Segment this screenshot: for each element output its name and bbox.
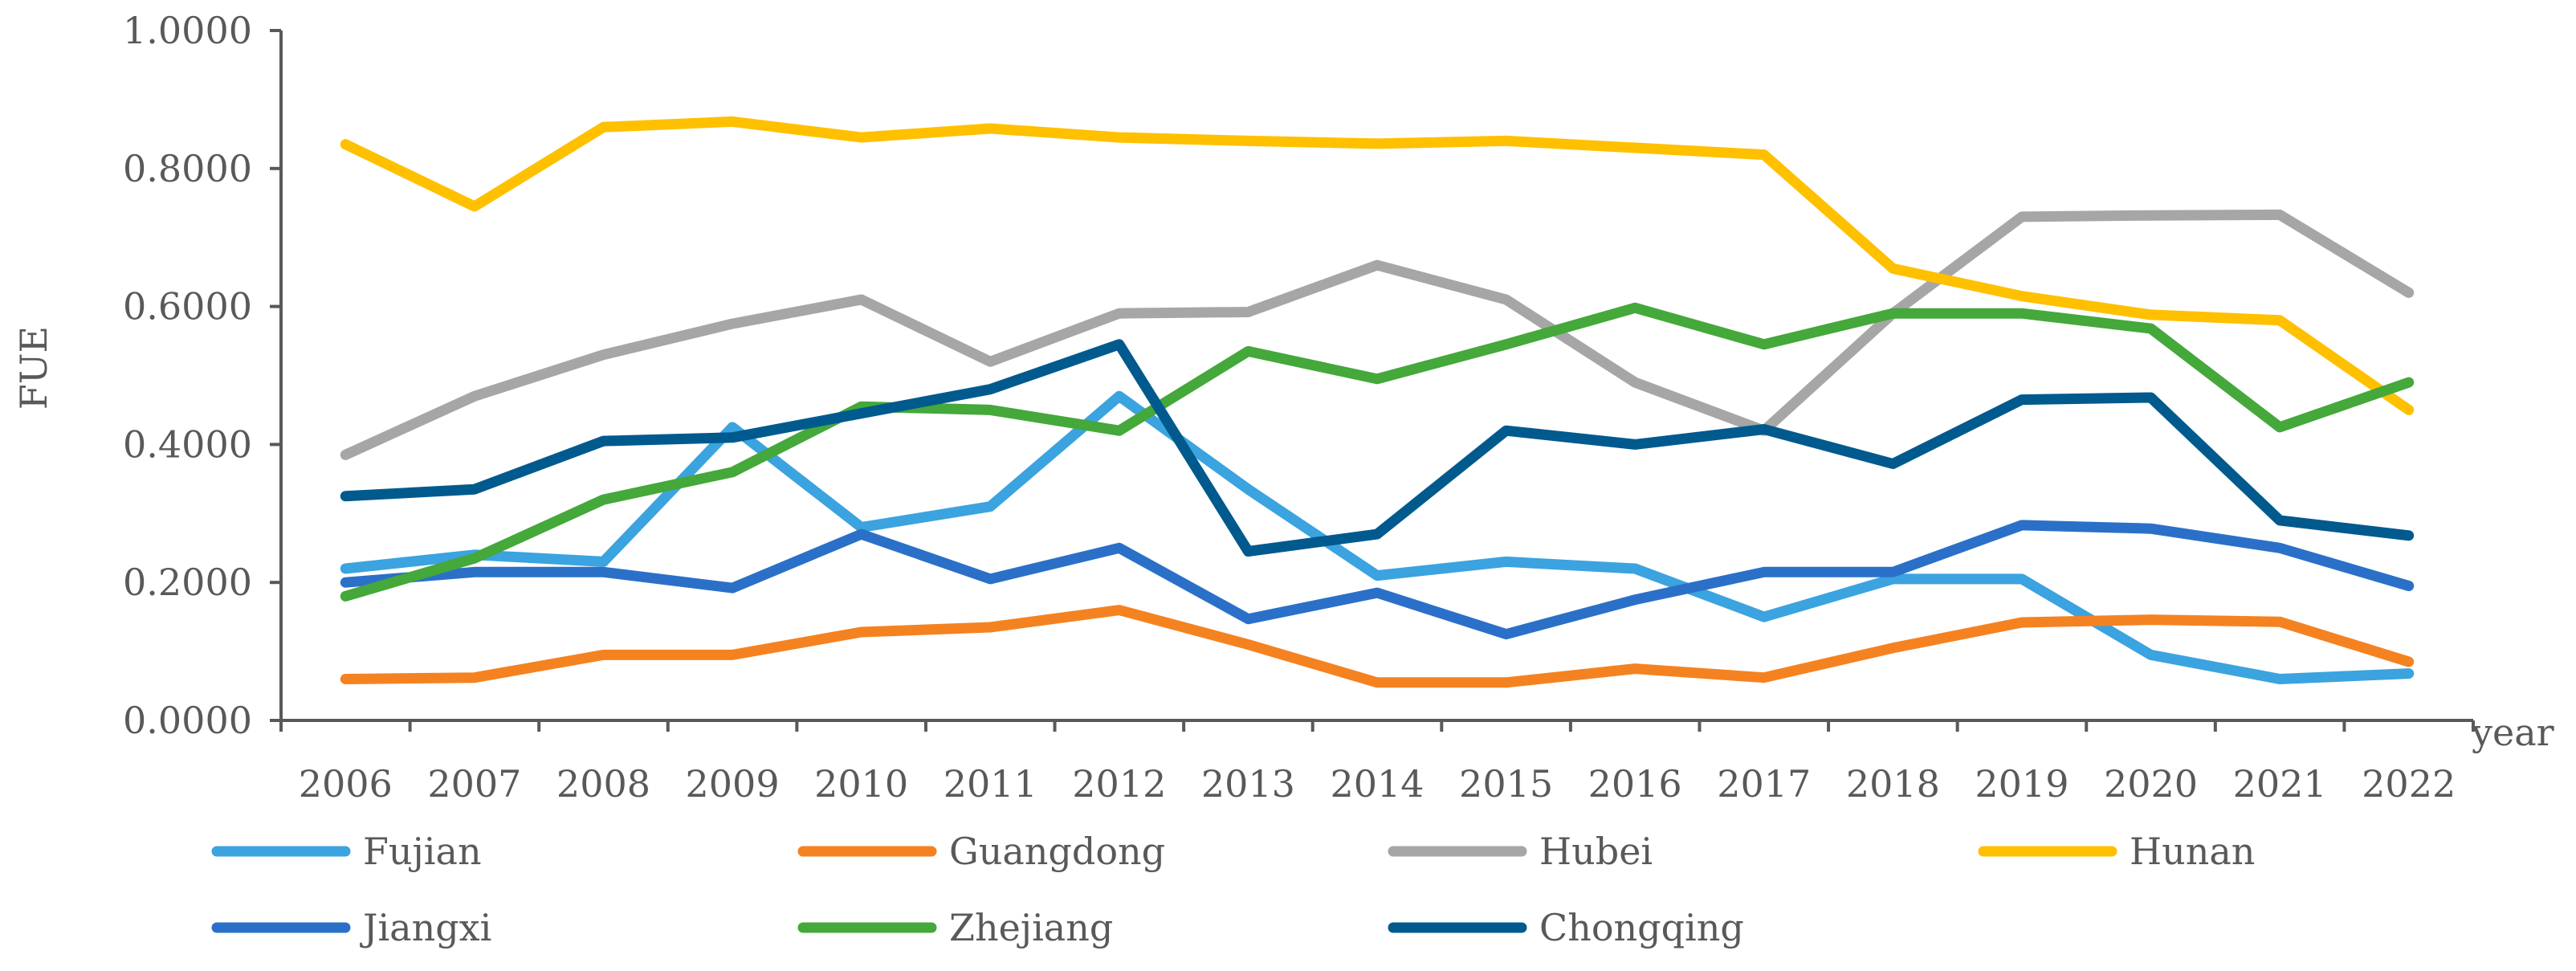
x-tick-label: 2019	[1975, 762, 2069, 806]
x-tick-label: 2021	[2233, 762, 2327, 806]
legend-label-hunan: Hunan	[2130, 830, 2255, 873]
x-tick-label: 2010	[814, 762, 908, 806]
series-line-chongqing	[340, 339, 2415, 557]
series-line-guangdong	[340, 605, 2415, 688]
x-tick-label: 2020	[2104, 762, 2198, 806]
series-lines	[340, 116, 2415, 688]
x-tick-label: 2009	[686, 762, 780, 806]
legend-label-jiangxi: Jiangxi	[360, 906, 491, 949]
x-tick-label: 2013	[1201, 762, 1295, 806]
y-tick-label: 0.4000	[123, 422, 252, 466]
y-tick-label: 0.8000	[123, 147, 252, 190]
x-axis-title: year	[2471, 711, 2554, 754]
x-tick-label: 2014	[1330, 762, 1424, 806]
y-tick-label: 0.2000	[123, 561, 252, 604]
legend-label-chongqing: Chongqing	[1539, 906, 1744, 949]
y-axis-title: FUE	[12, 326, 55, 410]
tick-labels: 0.0000 0.2000 0.4000 0.6000 0.8000 1.0000 2006…	[123, 9, 2456, 806]
x-tick-label: 2022	[2362, 762, 2456, 806]
series-line-zhejiang	[340, 302, 2415, 602]
y-tick-label: 1.0000	[123, 9, 252, 52]
x-tick-label: 2016	[1588, 762, 1682, 806]
legend-label-guangdong: Guangdong	[949, 830, 1165, 873]
legend-label-zhejiang: Zhejiang	[949, 906, 1113, 949]
x-tick-label: 2015	[1459, 762, 1553, 806]
legend: Fujian Guangdong Hubei Hunan Jiangxi Zhejiang…	[211, 830, 2255, 949]
legend-label-fujian: Fujian	[363, 830, 482, 873]
legend-label-hubei: Hubei	[1539, 830, 1653, 873]
x-tick-label: 2018	[1846, 762, 1940, 806]
x-tick-label: 2008	[556, 762, 650, 806]
x-tick-label: 2011	[944, 762, 1037, 806]
x-tick-label: 2012	[1072, 762, 1166, 806]
x-tick-label: 2006	[299, 762, 393, 806]
series-line-fujian	[340, 390, 2415, 684]
x-tick-label: 2007	[427, 762, 521, 806]
series-line-jiangxi	[340, 520, 2415, 640]
x-tick-label: 2017	[1717, 762, 1811, 806]
series-line-hubei	[340, 209, 2415, 460]
axes	[270, 29, 2475, 732]
y-tick-label: 0.0000	[123, 699, 252, 742]
y-tick-label: 0.6000	[123, 285, 252, 328]
series-line-hunan	[340, 116, 2415, 415]
